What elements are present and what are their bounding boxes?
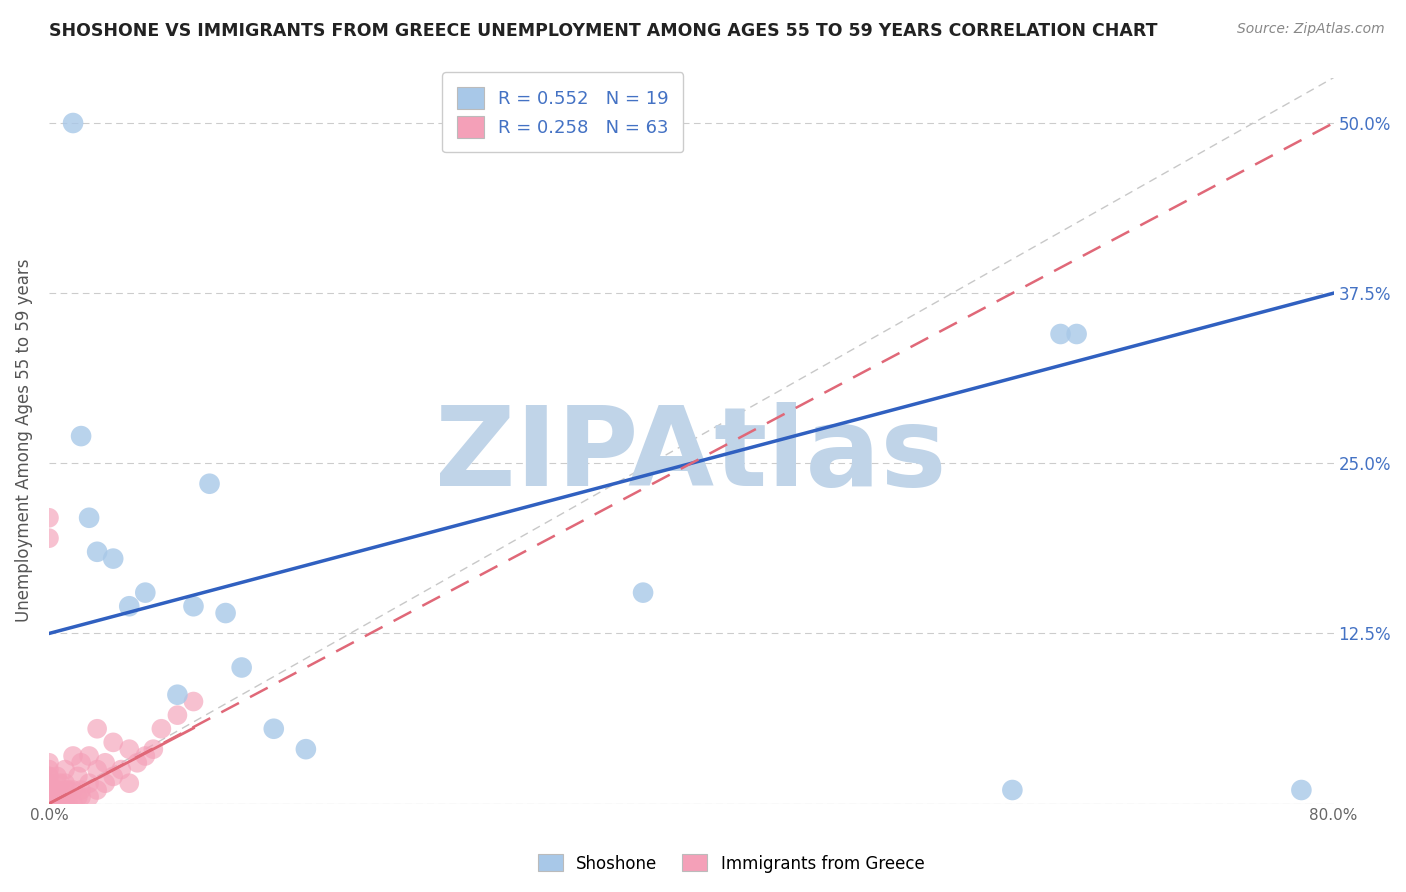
Point bbox=[631, 585, 654, 599]
Point bbox=[263, 722, 285, 736]
Point bbox=[214, 606, 236, 620]
Point bbox=[38, 797, 60, 811]
Legend: Shoshone, Immigrants from Greece: Shoshone, Immigrants from Greece bbox=[531, 847, 931, 880]
Point bbox=[46, 769, 69, 783]
Point bbox=[38, 769, 60, 783]
Point bbox=[62, 797, 84, 811]
Point bbox=[134, 749, 156, 764]
Point bbox=[103, 551, 125, 566]
Point bbox=[166, 688, 188, 702]
Point bbox=[86, 722, 108, 736]
Point bbox=[77, 510, 100, 524]
Point bbox=[86, 763, 108, 777]
Point bbox=[94, 776, 117, 790]
Point bbox=[94, 756, 117, 770]
Point bbox=[38, 797, 60, 811]
Text: Source: ZipAtlas.com: Source: ZipAtlas.com bbox=[1237, 22, 1385, 37]
Point bbox=[66, 769, 89, 783]
Point bbox=[38, 797, 60, 811]
Point bbox=[1049, 326, 1071, 341]
Point bbox=[1066, 326, 1088, 341]
Point bbox=[49, 776, 72, 790]
Legend: R = 0.552   N = 19, R = 0.258   N = 63: R = 0.552 N = 19, R = 0.258 N = 63 bbox=[443, 72, 683, 153]
Point bbox=[49, 797, 72, 811]
Point bbox=[38, 776, 60, 790]
Point bbox=[103, 769, 125, 783]
Point bbox=[166, 708, 188, 723]
Point bbox=[150, 722, 173, 736]
Point bbox=[62, 783, 84, 797]
Point bbox=[70, 789, 93, 804]
Point bbox=[38, 797, 60, 811]
Point bbox=[1291, 783, 1313, 797]
Point bbox=[53, 797, 76, 811]
Point bbox=[110, 763, 132, 777]
Point bbox=[46, 789, 69, 804]
Point bbox=[38, 510, 60, 524]
Point bbox=[77, 776, 100, 790]
Point bbox=[38, 789, 60, 804]
Point bbox=[38, 756, 60, 770]
Point bbox=[38, 797, 60, 811]
Point bbox=[118, 776, 141, 790]
Point bbox=[118, 742, 141, 756]
Point bbox=[103, 735, 125, 749]
Y-axis label: Unemployment Among Ages 55 to 59 years: Unemployment Among Ages 55 to 59 years bbox=[15, 259, 32, 623]
Point bbox=[53, 763, 76, 777]
Point bbox=[118, 599, 141, 614]
Point bbox=[58, 783, 80, 797]
Point bbox=[77, 749, 100, 764]
Point bbox=[38, 783, 60, 797]
Point bbox=[62, 116, 84, 130]
Point bbox=[38, 531, 60, 545]
Point bbox=[38, 797, 60, 811]
Point bbox=[70, 429, 93, 443]
Point bbox=[38, 769, 60, 783]
Point bbox=[295, 742, 318, 756]
Point bbox=[134, 585, 156, 599]
Point bbox=[231, 660, 253, 674]
Point bbox=[86, 545, 108, 559]
Point bbox=[53, 797, 76, 811]
Point bbox=[46, 797, 69, 811]
Point bbox=[70, 783, 93, 797]
Point bbox=[38, 783, 60, 797]
Point bbox=[38, 797, 60, 811]
Point bbox=[77, 789, 100, 804]
Point bbox=[142, 742, 165, 756]
Point bbox=[46, 783, 69, 797]
Point bbox=[62, 749, 84, 764]
Point bbox=[86, 783, 108, 797]
Point bbox=[183, 694, 205, 708]
Point bbox=[66, 789, 89, 804]
Point bbox=[38, 797, 60, 811]
Point bbox=[198, 476, 221, 491]
Point bbox=[46, 797, 69, 811]
Point bbox=[1001, 783, 1024, 797]
Point bbox=[53, 776, 76, 790]
Point bbox=[38, 763, 60, 777]
Point bbox=[127, 756, 149, 770]
Point bbox=[38, 797, 60, 811]
Point bbox=[70, 756, 93, 770]
Text: ZIPAtlas: ZIPAtlas bbox=[436, 401, 948, 508]
Point bbox=[38, 776, 60, 790]
Point bbox=[38, 789, 60, 804]
Point bbox=[58, 797, 80, 811]
Point bbox=[53, 783, 76, 797]
Point bbox=[38, 797, 60, 811]
Point bbox=[183, 599, 205, 614]
Text: SHOSHONE VS IMMIGRANTS FROM GREECE UNEMPLOYMENT AMONG AGES 55 TO 59 YEARS CORREL: SHOSHONE VS IMMIGRANTS FROM GREECE UNEMP… bbox=[49, 22, 1157, 40]
